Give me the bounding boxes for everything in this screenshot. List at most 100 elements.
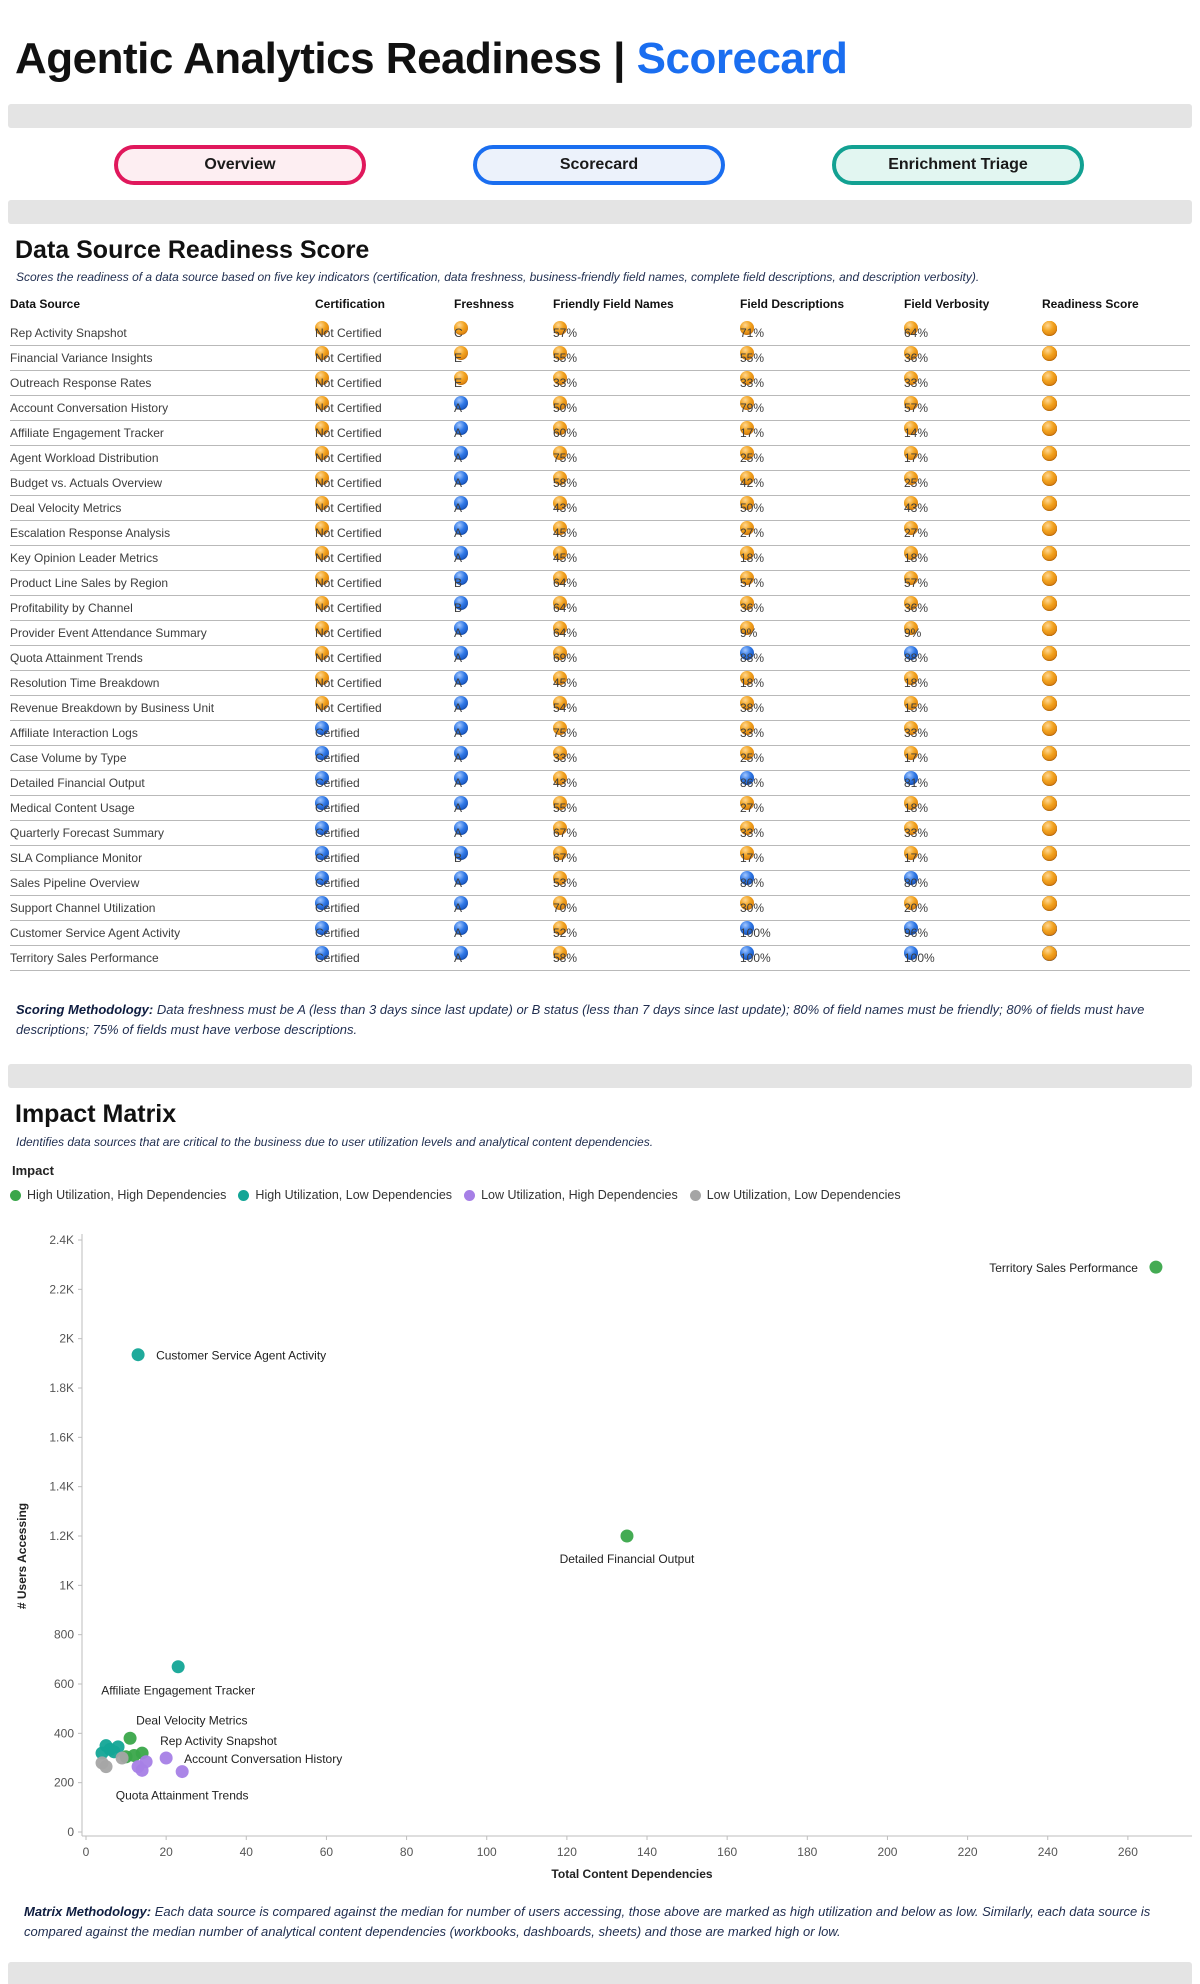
status-dot-icon	[553, 446, 567, 460]
status-dot-icon	[553, 746, 567, 760]
data-source-name[interactable]: Affiliate Engagement Tracker	[10, 426, 164, 440]
table-row[interactable]: Support Channel Utilization Certified A 70%…	[10, 896, 1190, 921]
table-row[interactable]: Agent Workload Distribution Not Certified…	[10, 446, 1190, 471]
col-header-certification[interactable]: Certification	[315, 297, 386, 311]
overview-button[interactable]: Overview	[114, 145, 366, 185]
data-source-name[interactable]: Detailed Financial Output	[10, 776, 145, 790]
data-source-name[interactable]: Customer Service Agent Activity	[10, 926, 181, 940]
point-label: Detailed Financial Output	[560, 1552, 695, 1566]
table-row[interactable]: Medical Content Usage Certified A 55% 27% 18%	[10, 796, 1190, 821]
table-row[interactable]: Product Line Sales by Region Not Certifie…	[10, 571, 1190, 596]
table-row[interactable]: Escalation Response Analysis Not Certifie…	[10, 521, 1190, 546]
scatter-point[interactable]	[95, 1746, 109, 1760]
scatter-point[interactable]	[127, 1749, 141, 1763]
data-source-name[interactable]: Rep Activity Snapshot	[10, 326, 127, 340]
y-tick-label: 1.8K	[49, 1381, 74, 1395]
certification-value: Not Certified	[315, 651, 382, 665]
data-source-name[interactable]: Outreach Response Rates	[10, 376, 152, 390]
data-source-name[interactable]: Territory Sales Performance	[10, 951, 159, 965]
friendly-names-value: 53%	[553, 876, 578, 890]
table-row[interactable]: Profitability by Channel Not Certified B 64…	[10, 596, 1190, 621]
field-verbosity-value: 15%	[904, 701, 929, 715]
data-source-name[interactable]: Support Channel Utilization	[10, 901, 156, 915]
data-source-name[interactable]: SLA Compliance Monitor	[10, 851, 143, 865]
data-source-name[interactable]: Quota Attainment Trends	[10, 651, 143, 665]
scatter-point[interactable]	[620, 1529, 634, 1543]
data-source-name[interactable]: Provider Event Attendance Summary	[10, 626, 207, 640]
data-source-name[interactable]: Medical Content Usage	[10, 801, 135, 815]
legend-item-hu-hd[interactable]: High Utilization, High Dependencies	[10, 1188, 226, 1202]
data-source-name[interactable]: Revenue Breakdown by Business Unit	[10, 701, 215, 715]
table-row[interactable]: Rep Activity Snapshot Not Certified C 57% 71…	[10, 321, 1190, 346]
status-dot-icon	[454, 871, 468, 885]
table-row[interactable]: Customer Service Agent Activity Certified…	[10, 921, 1190, 946]
status-dot-icon	[553, 571, 567, 585]
col-header-readiness-score[interactable]: Readiness Score	[1042, 297, 1139, 311]
table-row[interactable]: Resolution Time Breakdown Not Certified A 4…	[10, 671, 1190, 696]
legend-item-lu-ld[interactable]: Low Utilization, Low Dependencies	[689, 1188, 901, 1202]
col-header-data-source[interactable]: Data Source	[10, 297, 81, 311]
freshness-value: B	[454, 851, 463, 865]
status-dot-icon	[904, 946, 918, 960]
data-source-name[interactable]: Deal Velocity Metrics	[10, 501, 122, 515]
data-source-name[interactable]: Quarterly Forecast Summary	[10, 826, 165, 840]
data-source-name[interactable]: Resolution Time Breakdown	[10, 676, 160, 690]
scatter-point[interactable]	[115, 1751, 129, 1765]
table-row[interactable]: SLA Compliance Monitor Certified B 67% 17% 17…	[10, 846, 1190, 871]
col-header-freshness[interactable]: Freshness	[454, 297, 515, 311]
enrichment-triage-button[interactable]: Enrichment Triage	[832, 145, 1084, 185]
table-row[interactable]: Outreach Response Rates Not Certified E 33%…	[10, 371, 1190, 396]
readiness-dot-icon	[1042, 671, 1057, 686]
data-source-name[interactable]: Escalation Response Analysis	[10, 526, 171, 540]
table-row[interactable]: Affiliate Engagement Tracker Not Certifie…	[10, 421, 1190, 446]
scatter-point[interactable]	[175, 1765, 189, 1779]
col-header-field-descriptions[interactable]: Field Descriptions	[740, 297, 845, 311]
impact-scatter-chart[interactable]: 02004006008001K1.2K1.4K1.6K1.8K2K2.2K2.4…	[0, 1220, 1200, 1890]
scorecard-button[interactable]: Scorecard	[473, 145, 725, 185]
status-dot-icon	[454, 721, 468, 735]
data-source-name[interactable]: Financial Variance Insights	[10, 351, 153, 365]
legend-item-lu-hd[interactable]: Low Utilization, High Dependencies	[464, 1188, 678, 1202]
table-row[interactable]: Territory Sales Performance Certified A 58%…	[10, 946, 1190, 971]
data-source-name[interactable]: Agent Workload Distribution	[10, 451, 159, 465]
legend-item-hu-ld[interactable]: High Utilization, Low Dependencies	[238, 1188, 452, 1202]
data-source-name[interactable]: Key Opinion Leader Metrics	[10, 551, 159, 565]
scatter-point[interactable]	[171, 1660, 185, 1674]
table-row[interactable]: Budget vs. Actuals Overview Not Certified…	[10, 471, 1190, 496]
col-header-field-verbosity[interactable]: Field Verbosity	[904, 297, 990, 311]
table-row[interactable]: Sales Pipeline Overview Certified A 53% 80% 8…	[10, 871, 1190, 896]
table-row[interactable]: Case Volume by Type Certified A 33% 25% 17%	[10, 746, 1190, 771]
data-source-name[interactable]: Budget vs. Actuals Overview	[10, 476, 163, 490]
scatter-point[interactable]	[159, 1751, 173, 1765]
table-row[interactable]: Quarterly Forecast Summary Certified A 67% 3…	[10, 821, 1190, 846]
table-row[interactable]: Quota Attainment Trends Not Certified A 69%…	[10, 646, 1190, 671]
data-source-name[interactable]: Affiliate Interaction Logs	[10, 726, 138, 740]
readiness-dot-icon	[1042, 896, 1057, 911]
table-row[interactable]: Deal Velocity Metrics Not Certified A 43% 50…	[10, 496, 1190, 521]
table-row[interactable]: Detailed Financial Output Certified A 43% 86…	[10, 771, 1190, 796]
status-dot-icon	[454, 671, 468, 685]
data-source-name[interactable]: Profitability by Channel	[10, 601, 133, 615]
data-source-name[interactable]: Product Line Sales by Region	[10, 576, 169, 590]
certification-value: Not Certified	[315, 501, 382, 515]
col-header-friendly-field-names[interactable]: Friendly Field Names	[553, 297, 674, 311]
status-dot-icon	[904, 546, 918, 560]
table-row[interactable]: Provider Event Attendance Summary Not Cer…	[10, 621, 1190, 646]
scatter-point[interactable]	[135, 1763, 149, 1777]
data-source-name[interactable]: Case Volume by Type	[10, 751, 127, 765]
table-row[interactable]: Affiliate Interaction Logs Certified A 75% 3…	[10, 721, 1190, 746]
friendly-names-value: 45%	[553, 676, 578, 690]
scatter-point[interactable]	[99, 1760, 113, 1774]
scatter-point[interactable]	[123, 1731, 137, 1745]
scoring-methodology-label: Scoring Methodology:	[16, 1002, 154, 1017]
table-row[interactable]: Financial Variance Insights Not Certified…	[10, 346, 1190, 371]
x-tick-label: 0	[83, 1845, 90, 1859]
table-row[interactable]: Key Opinion Leader Metrics Not Certified A…	[10, 546, 1190, 571]
scatter-point[interactable]	[1149, 1260, 1163, 1274]
scatter-point[interactable]	[131, 1348, 145, 1362]
table-row[interactable]: Account Conversation History Not Certifie…	[10, 396, 1190, 421]
table-row[interactable]: Revenue Breakdown by Business Unit Not Ce…	[10, 696, 1190, 721]
data-source-name[interactable]: Account Conversation History	[10, 401, 169, 415]
data-source-name[interactable]: Sales Pipeline Overview	[10, 876, 140, 890]
certification-value: Not Certified	[315, 326, 382, 340]
